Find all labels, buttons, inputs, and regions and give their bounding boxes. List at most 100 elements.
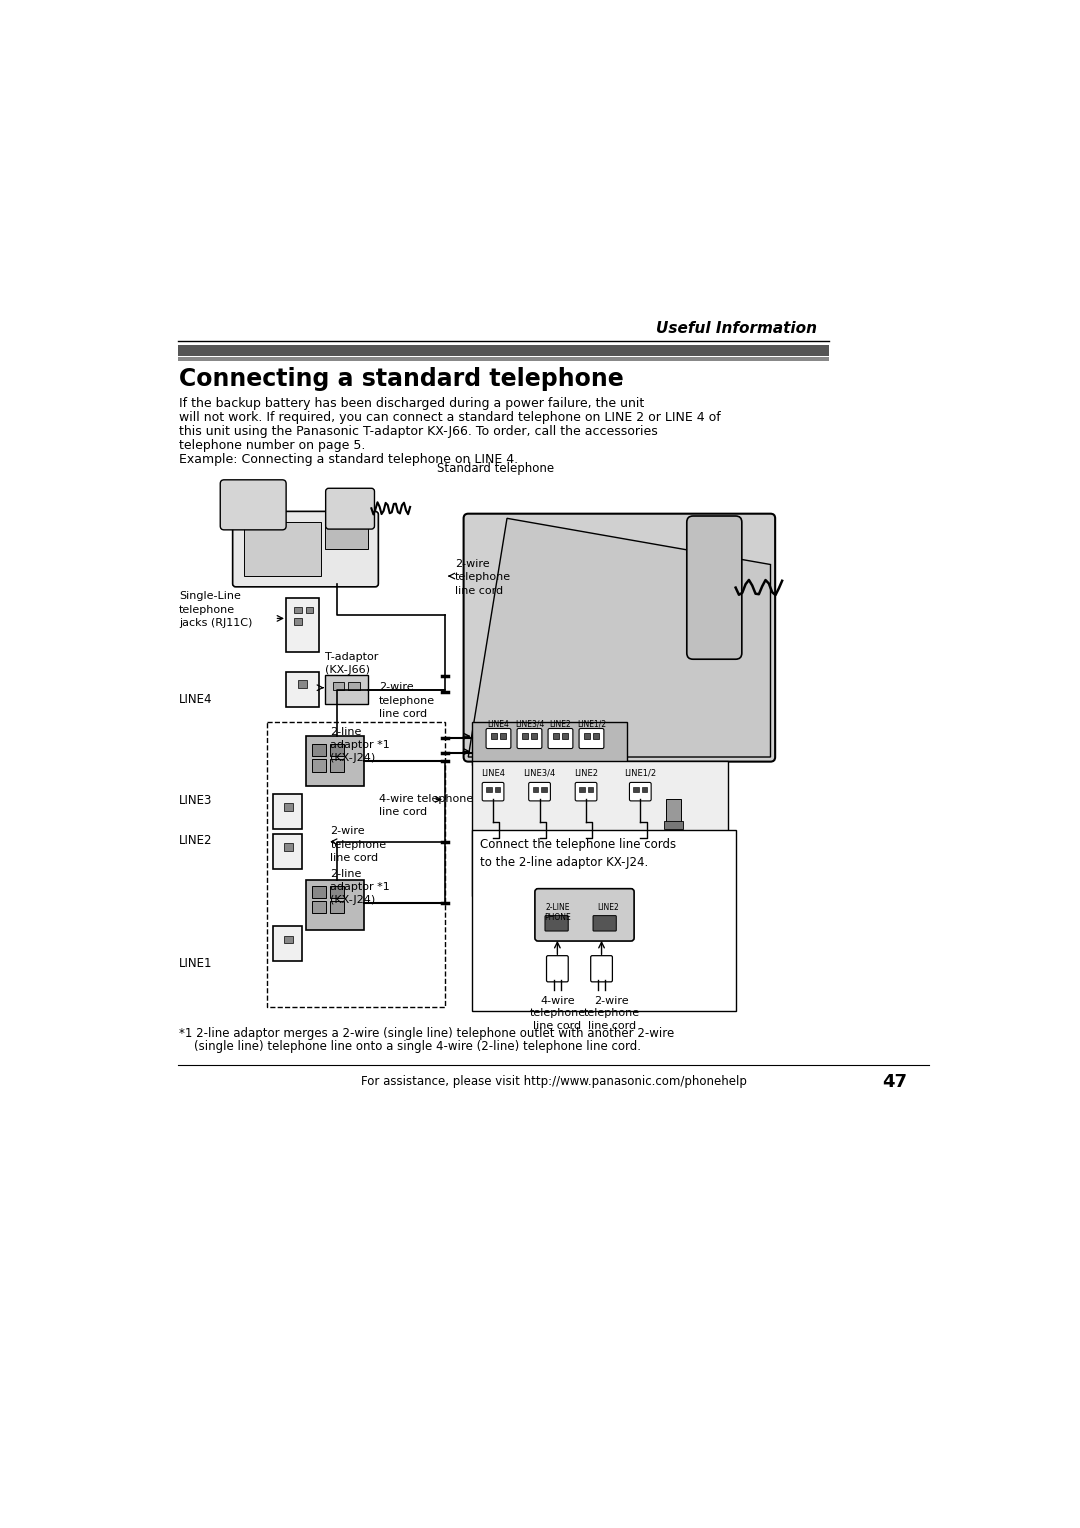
Bar: [532, 787, 538, 793]
Text: 2-wire
telephone
line cord: 2-wire telephone line cord: [379, 683, 435, 718]
Text: 4-wire
telephone
line cord: 4-wire telephone line cord: [529, 996, 585, 1030]
Bar: [472, 761, 728, 895]
Text: Connect the telephone line cords
to the 2-line adaptor KX-J24.: Connect the telephone line cords to the …: [480, 837, 676, 869]
Text: LINE4: LINE4: [487, 720, 510, 729]
Bar: [306, 736, 364, 787]
Bar: [286, 672, 319, 707]
Bar: [243, 523, 321, 576]
Bar: [553, 733, 559, 740]
Bar: [593, 733, 599, 740]
Bar: [273, 795, 302, 828]
Text: LINE3: LINE3: [179, 795, 213, 807]
FancyBboxPatch shape: [517, 729, 542, 749]
Text: LINE1: LINE1: [179, 957, 213, 970]
Bar: [333, 683, 345, 691]
Bar: [284, 804, 293, 811]
Bar: [541, 787, 546, 793]
Text: LINE2: LINE2: [575, 769, 598, 778]
Text: will not work. If required, you can connect a standard telephone on LINE 2 or LI: will not work. If required, you can conn…: [179, 411, 721, 425]
Text: (single line) telephone line onto a single 4-wire (2-line) telephone line cord.: (single line) telephone line onto a sing…: [179, 1041, 642, 1053]
Bar: [286, 597, 319, 651]
Bar: [495, 787, 500, 793]
Bar: [325, 675, 367, 704]
Text: 2-LINE
PHONE: 2-LINE PHONE: [544, 903, 570, 921]
Bar: [562, 733, 568, 740]
Text: LINE1/2: LINE1/2: [624, 769, 657, 778]
Text: LINE4: LINE4: [179, 694, 213, 706]
Bar: [330, 759, 345, 772]
Polygon shape: [469, 518, 770, 756]
Bar: [330, 886, 345, 898]
Bar: [472, 889, 728, 892]
Text: LINE2: LINE2: [597, 903, 619, 912]
Bar: [531, 733, 537, 740]
Bar: [348, 683, 360, 691]
Bar: [177, 358, 828, 361]
Bar: [330, 902, 345, 914]
Text: 47: 47: [882, 1073, 907, 1091]
Bar: [472, 830, 735, 1012]
Bar: [294, 619, 301, 625]
Text: Connecting a standard telephone: Connecting a standard telephone: [179, 367, 624, 391]
Text: LINE3/4: LINE3/4: [515, 720, 544, 729]
FancyBboxPatch shape: [576, 782, 597, 801]
FancyBboxPatch shape: [326, 489, 375, 529]
Text: 2-line
adaptor *1
(KX-J24): 2-line adaptor *1 (KX-J24): [330, 868, 390, 905]
Bar: [312, 759, 326, 772]
Bar: [579, 787, 584, 793]
Bar: [298, 680, 307, 688]
Bar: [284, 935, 293, 943]
FancyBboxPatch shape: [482, 782, 504, 801]
Text: 2-line
adaptor *1
(KX-J24): 2-line adaptor *1 (KX-J24): [330, 727, 390, 764]
Bar: [490, 733, 497, 740]
Bar: [306, 607, 313, 613]
Bar: [312, 886, 326, 898]
FancyBboxPatch shape: [630, 782, 651, 801]
FancyBboxPatch shape: [579, 729, 604, 749]
Text: LINE4: LINE4: [481, 769, 505, 778]
Text: If the backup battery has been discharged during a power failure, the unit: If the backup battery has been discharge…: [179, 397, 645, 411]
Bar: [522, 733, 528, 740]
Text: 2-wire
telephone
line cord: 2-wire telephone line cord: [583, 996, 639, 1030]
Bar: [267, 723, 445, 1007]
Text: *1 2-line adaptor merges a 2-wire (single line) telephone outlet with another 2-: *1 2-line adaptor merges a 2-wire (singl…: [179, 1027, 674, 1039]
Bar: [486, 787, 491, 793]
Text: telephone number on page 5.: telephone number on page 5.: [179, 439, 365, 452]
Text: Single-Line
telephone
jacks (RJ11C): Single-Line telephone jacks (RJ11C): [179, 591, 253, 628]
Bar: [664, 821, 683, 828]
Bar: [284, 843, 293, 851]
Bar: [312, 902, 326, 914]
Text: T-adaptor
(KX-J66): T-adaptor (KX-J66): [325, 651, 378, 675]
Bar: [306, 880, 364, 931]
Bar: [294, 607, 301, 613]
Text: Standard telephone: Standard telephone: [437, 461, 554, 475]
Bar: [330, 744, 345, 756]
Text: LINE2: LINE2: [550, 720, 571, 729]
Bar: [500, 733, 507, 740]
Bar: [583, 733, 590, 740]
Bar: [273, 834, 302, 868]
FancyBboxPatch shape: [232, 512, 378, 587]
Text: 2-wire
telephone
line cord: 2-wire telephone line cord: [455, 559, 511, 596]
Bar: [177, 345, 828, 356]
FancyBboxPatch shape: [593, 915, 617, 931]
Bar: [472, 723, 627, 764]
FancyBboxPatch shape: [548, 729, 572, 749]
Text: 2-wire
telephone
line cord: 2-wire telephone line cord: [330, 827, 387, 863]
FancyBboxPatch shape: [529, 782, 551, 801]
Bar: [588, 787, 593, 793]
Bar: [666, 799, 681, 822]
Bar: [273, 926, 302, 961]
Text: LINE3/4: LINE3/4: [524, 769, 556, 778]
Text: LINE1/2: LINE1/2: [577, 720, 606, 729]
FancyBboxPatch shape: [545, 915, 568, 931]
Bar: [633, 787, 638, 793]
Bar: [325, 523, 367, 549]
FancyBboxPatch shape: [220, 480, 286, 530]
FancyBboxPatch shape: [486, 729, 511, 749]
Text: 4-wire telephone
line cord: 4-wire telephone line cord: [379, 795, 473, 817]
FancyBboxPatch shape: [546, 955, 568, 983]
Text: this unit using the Panasonic T-adaptor KX-J66. To order, call the accessories: this unit using the Panasonic T-adaptor …: [179, 425, 658, 439]
Text: LINE2: LINE2: [179, 834, 213, 847]
Bar: [642, 787, 647, 793]
